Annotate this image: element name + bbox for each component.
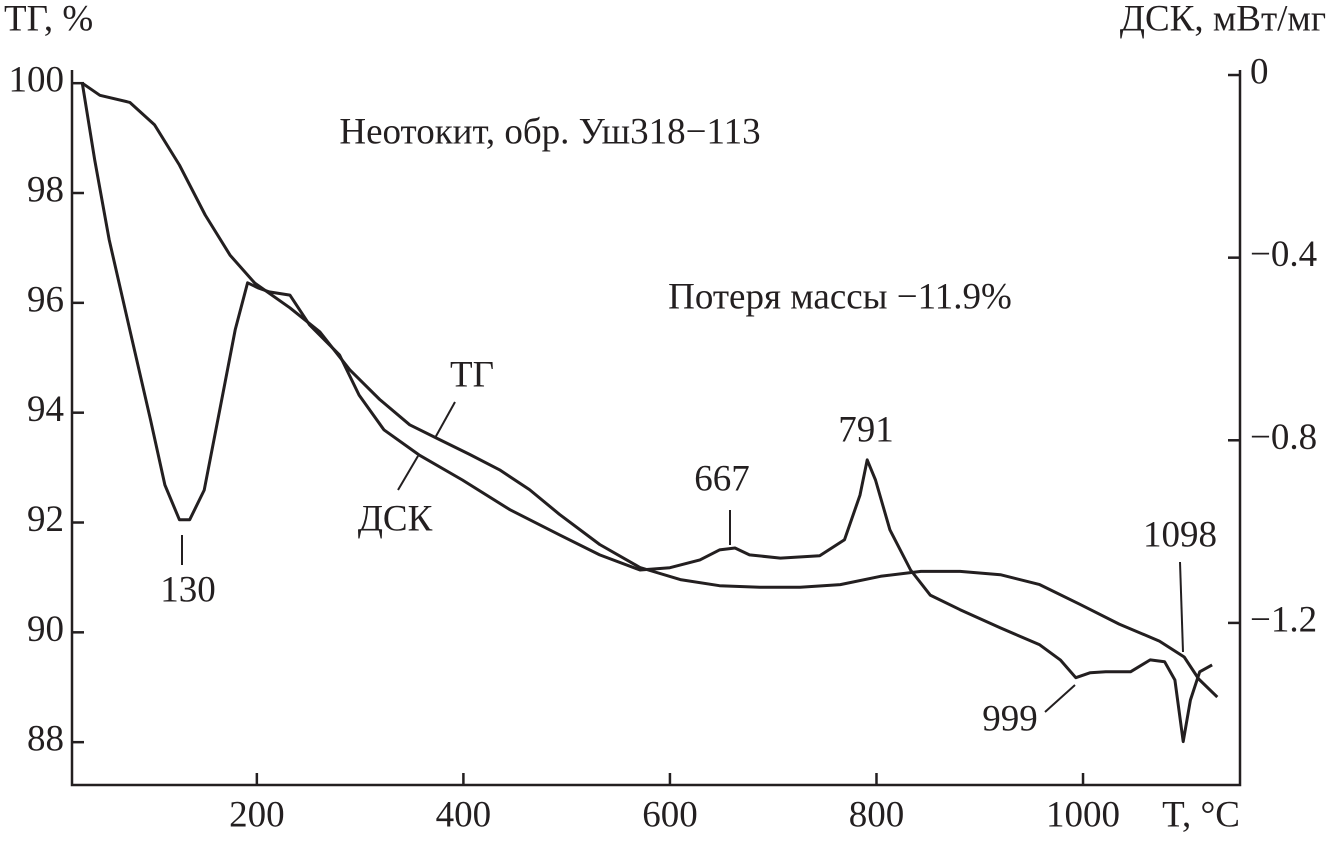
y-tick-label: 94 <box>27 389 64 430</box>
x-tick-label: 200 <box>229 794 285 835</box>
chart-title: Неотокит, обр. Уш318−113 <box>339 111 760 152</box>
x-tick-label: 400 <box>436 794 492 835</box>
y2-tick-label: 0 <box>1250 52 1269 93</box>
y2-tick-label: −0.8 <box>1250 417 1317 458</box>
leader-line <box>434 401 456 439</box>
y2-tick-label: −1.2 <box>1250 599 1317 640</box>
series-line <box>80 82 1213 744</box>
y2-tick-label: −0.4 <box>1250 234 1317 275</box>
y2-axis-label: ДСК, мВт/мг <box>1120 0 1326 39</box>
peak-annotation: 130 <box>160 569 216 610</box>
peak-annotation: 999 <box>982 698 1038 739</box>
y-tick-label: 100 <box>9 60 65 101</box>
leader-line <box>1179 561 1184 653</box>
x-tick-label: 600 <box>642 794 698 835</box>
peak-annotation: 1098 <box>1143 514 1217 555</box>
series-label: ДСК <box>358 498 433 539</box>
leader-line <box>397 455 419 491</box>
peak-annotation: 667 <box>694 458 750 499</box>
y-axis-label: ТГ, % <box>4 0 93 39</box>
series-label: ТГ <box>450 354 494 395</box>
chart-subtitle: Потеря массы −11.9% <box>668 276 1012 317</box>
y-tick-label: 96 <box>27 279 64 320</box>
y-tick-label: 92 <box>27 499 64 540</box>
leader-lines <box>181 401 1184 713</box>
y-tick-label: 98 <box>27 169 64 210</box>
x-tick-label: 800 <box>849 794 905 835</box>
y-tick-label: 90 <box>27 609 64 650</box>
axes-frame <box>70 70 1242 787</box>
x-tick-label: 1000 <box>1046 794 1120 835</box>
x-axis-label: T, °C <box>1162 794 1240 835</box>
leader-line <box>1044 684 1076 713</box>
peak-annotation: 791 <box>838 409 894 450</box>
y-tick-label: 88 <box>27 719 64 760</box>
series-line <box>81 81 1219 699</box>
